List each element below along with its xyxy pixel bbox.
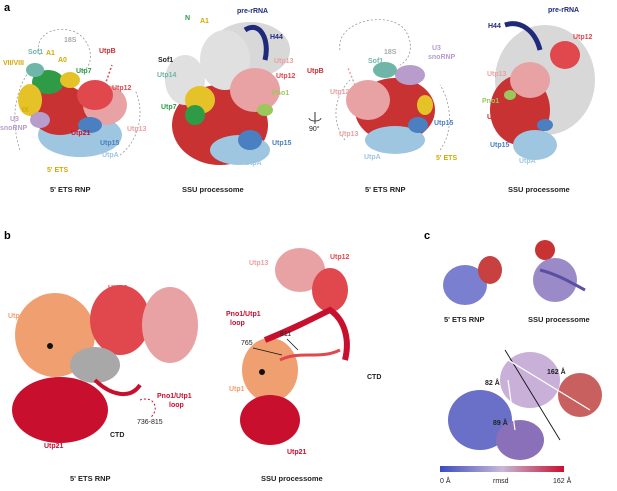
a-s2-utp7-label: Utp7	[161, 104, 177, 111]
a-s2-utp14-label: Utp14	[157, 72, 177, 79]
a-s1-ix-label: IX	[22, 107, 29, 114]
b-left-range-label: 736-815	[137, 419, 163, 426]
a-s4-utp13-label: Utp13	[487, 71, 507, 78]
a-s1-vii-label: VII/VIII	[3, 60, 25, 67]
b-right-811-label: 811	[280, 331, 292, 338]
a-s3-snorna-label: snoRNP	[428, 54, 456, 61]
colorbar-title: rmsd	[493, 478, 509, 485]
a-s1-utp7-label: Utp7	[76, 68, 92, 75]
a-s2-h44-label: H44	[270, 34, 283, 41]
b-right-utp13-label: Utp13	[249, 260, 269, 267]
a-s4-prerrna-label: pre-rRNA	[548, 7, 580, 14]
panel-b-letter: b	[4, 230, 11, 242]
a-s3-utp15-label: Utp15	[434, 120, 454, 127]
a-s3-5ets-label: 5' ETS	[436, 155, 458, 162]
a-s2-pno1-label: Pno1	[272, 90, 290, 97]
a-s1-sof1-label: Sof1	[28, 49, 44, 56]
a-s3-utp12-label: Utp12	[330, 89, 350, 96]
a-s4-utp12-label: Utp12	[573, 34, 593, 41]
b-right-utp12-label: Utp12	[330, 254, 350, 261]
a-caption-2: SSU processome	[182, 185, 244, 194]
a-s2-utp15-label: Utp15	[272, 140, 292, 147]
c-angle-82: 82 Å	[485, 380, 500, 387]
a-s3-18s-label: 18S	[384, 49, 397, 56]
a-s4-h44-label: H44	[488, 23, 501, 30]
b-right-765-label: 765	[241, 340, 253, 347]
a-s1-utp12-label: Utp12	[112, 85, 132, 92]
a-s2-a1-label: A1	[200, 18, 209, 25]
a-s1-18s-label: 18S	[64, 37, 77, 44]
b-left-utp1-label: Utp1	[8, 313, 24, 320]
a-s2-prerrna-label: pre-rRNA	[237, 8, 269, 15]
a-s1-utp15-label: Utp15	[100, 140, 120, 147]
a-s3-u3-label: U3	[432, 45, 441, 52]
c-angle-162: 162 Å	[547, 369, 566, 376]
a-s1-utp21-label: Utp21	[71, 130, 91, 137]
b-right-ctd-label: CTD	[367, 374, 382, 381]
a-s3-utp13-label: Utp13	[339, 131, 359, 138]
b-right-utp1-label: Utp1	[229, 386, 245, 393]
a-s3-sof1-label: Sof1	[368, 58, 384, 65]
panel-a-letter: a	[4, 2, 11, 14]
b-caption-left: 5' ETS RNP	[70, 474, 111, 483]
a-s1-5ets-label: 5' ETS	[47, 167, 69, 174]
b-left-ctd-label: CTD	[110, 432, 125, 439]
a-s1-utp13-label: Utp13	[127, 126, 147, 133]
b-right-loop-label: loop	[230, 320, 245, 327]
a-s2-utp12-label: Utp12	[276, 73, 296, 80]
a-s1-a1-label: A1	[46, 50, 55, 57]
a-s1-snorna-label: snoRNP	[0, 125, 28, 132]
a-s1-u3-label: U3	[10, 116, 19, 123]
b-left-utp12-label: Utp12	[108, 285, 128, 292]
a-s4-utp15-label: Utp15	[490, 142, 510, 149]
b-left-pno1-label: Pno1/Utp1	[157, 393, 192, 400]
a-caption-4: SSU processome	[508, 185, 570, 194]
b-right-pno1-label: Pno1/Utp1	[226, 311, 261, 318]
colorbar-min-label: 0 Å	[440, 478, 451, 485]
a-s2-utpa-label: UtpA	[245, 160, 262, 167]
a-caption-3: 5' ETS RNP	[365, 185, 406, 194]
a-caption-1: 5' ETS RNP	[50, 185, 91, 194]
a-s4-utpb-label: UtpB	[487, 114, 504, 121]
a-s2-sof1-label: Sof1	[158, 57, 174, 64]
colorbar-max-label: 162 Å	[553, 478, 572, 485]
b-left-utp21-label: Utp21	[44, 443, 64, 450]
b-right-utp21-label: Utp21	[287, 449, 307, 456]
b-left-utp13-label: Utp13	[168, 295, 188, 302]
rmsd-colorbar	[440, 466, 564, 472]
b-caption-right: SSU processome	[261, 474, 323, 483]
b-left-loop-label: loop	[169, 402, 184, 409]
a-s1-a0-label: A0	[58, 57, 67, 64]
a-s3-utpa-label: UtpA	[364, 154, 381, 161]
c-angle-89: 89 Å	[493, 420, 508, 427]
rotation-label: 90°	[309, 126, 320, 133]
a-s1-utpb-label: UtpB	[99, 48, 116, 55]
a-s4-pno1-label: Pno1	[482, 98, 500, 105]
a-s2-utp13-label: Utp13	[274, 58, 294, 65]
a-s4-utpa-label: UtpA	[519, 158, 536, 165]
a-s2-utpb-label: UtpB	[307, 68, 324, 75]
panel-c-letter: c	[424, 230, 431, 242]
c-caption-right: SSU processome	[528, 315, 590, 324]
c-caption-left: 5' ETS RNP	[444, 315, 485, 324]
a-s1-utpa-label: UtpA	[102, 152, 119, 159]
a-s2-n-label: N	[185, 15, 191, 22]
